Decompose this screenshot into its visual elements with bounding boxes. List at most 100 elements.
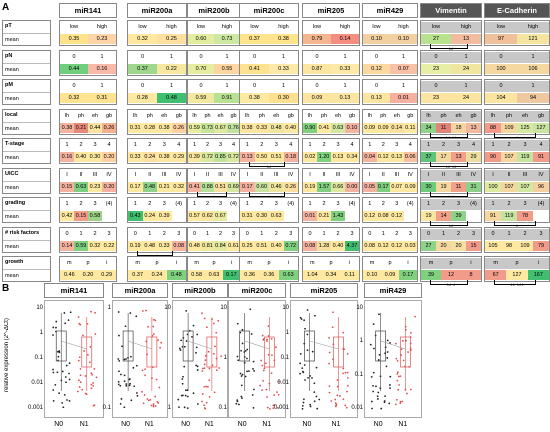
data-point (241, 397, 243, 400)
mean-value: 0.32 (88, 240, 102, 251)
data-point (253, 370, 256, 372)
data-point (207, 385, 209, 388)
category-label: 1 (225, 83, 229, 89)
mean-value: 0.23 (88, 181, 102, 192)
mean-value: 0.59 (188, 122, 201, 133)
mean-value: 0.20 (102, 181, 116, 192)
category-label: III (92, 171, 98, 178)
mean-value: 0.36 (240, 270, 260, 280)
row-title: pT (5, 23, 12, 29)
data-point (196, 365, 199, 368)
data-point (270, 372, 273, 375)
category-label: 3 (274, 201, 278, 207)
data-point (345, 406, 348, 409)
category-label: 3 (274, 142, 278, 148)
data-point (52, 368, 54, 371)
data-point (204, 407, 207, 410)
y-axis-label: relative expression (2^-ΔCt) (4, 318, 10, 392)
row-title: # risk factors (5, 229, 40, 236)
mean-value: 0.08 (303, 240, 317, 251)
category-label: 3 (218, 142, 223, 148)
data-point (117, 358, 120, 360)
data-point (125, 358, 127, 360)
mean-value: 23 (421, 63, 451, 74)
data-point (238, 403, 240, 406)
row-label: local mean (2, 108, 51, 135)
mean-value: 0.87 (303, 63, 331, 74)
mean-value: 0.63 (205, 270, 223, 280)
data-point (311, 377, 313, 379)
category-label: 2 (501, 199, 517, 210)
data-point (372, 384, 374, 387)
data-point (395, 398, 398, 401)
mean-value: 0.60 (188, 34, 214, 44)
table-row: UICC mean I 0.15 II 0.63 III 0.23 IV 0.20 I 0.17 II 0… (2, 167, 550, 202)
category-label: 1 (65, 201, 69, 207)
category-label: lh (64, 112, 70, 119)
category-label: 1 (451, 81, 481, 92)
category-label: 3 (336, 201, 340, 207)
category-label: 1 (281, 53, 286, 60)
cell-group: 0 0.32 1 0.31 (59, 79, 117, 105)
mean-value: 0.44 (88, 122, 102, 133)
row-label: T-stage mean (2, 138, 51, 164)
category-label: 2 (381, 142, 385, 148)
x-category-label: N1 (204, 421, 214, 428)
data-point (377, 359, 380, 361)
mean-value: 0.35 (60, 34, 88, 44)
category-label: 3 (218, 201, 223, 207)
data-point (313, 400, 316, 403)
data-point (273, 394, 276, 396)
mean-value: 0.37 (128, 270, 148, 280)
cell-group: I 30 II 19 III 11 IV 31 (420, 167, 482, 194)
data-point (336, 379, 339, 381)
data-point (135, 392, 138, 394)
data-point (180, 339, 183, 342)
mean-value: 0.51 (254, 240, 269, 251)
category-label: III (394, 171, 400, 178)
column-header-mir141: miR141 (59, 3, 117, 18)
row-label: growth mean (2, 256, 51, 282)
mean-value: 0.12 (390, 211, 404, 221)
mean-value: 0.40 (283, 122, 298, 133)
data-point (180, 394, 183, 397)
mean-value: 24 (451, 63, 481, 74)
data-point (250, 333, 253, 335)
data-point (395, 357, 398, 360)
data-point (178, 406, 180, 408)
data-point (58, 392, 61, 395)
cell-group: m 0.10 p 0.09 i 0.17 (362, 256, 418, 282)
data-point (155, 378, 158, 381)
data-point (300, 318, 303, 320)
category-label: 0 (65, 230, 69, 237)
category-label: i (407, 260, 409, 266)
mean-value: 0.30 (269, 93, 298, 103)
plot-marks (235, 308, 280, 410)
data-point (218, 367, 221, 369)
category-label: (4) (175, 201, 183, 207)
mean-value: 0.46 (269, 181, 284, 192)
x-category-label: N1 (79, 421, 89, 428)
data-point (142, 310, 144, 312)
cell-group: 1 0.31 2 0.30 3 0.63 (4) (239, 197, 299, 223)
mean-value: 0.09 (403, 181, 417, 192)
data-point (117, 380, 120, 383)
data-point (184, 389, 187, 392)
data-point (78, 356, 81, 359)
data-point (120, 398, 123, 400)
table-row: pN mean 0 0.44 1 0.16 0 0.37 1 0.22 0 0.70 1 0.55 0 0.4… (2, 49, 550, 77)
mean-value (466, 211, 481, 221)
row-mean-label: mean (5, 37, 19, 43)
cell-group: low 0.32 high 0.25 (127, 20, 187, 46)
category-label: eh (91, 112, 99, 119)
mean-value: 0.00 (345, 181, 359, 192)
mean-value: 0.07 (390, 181, 404, 192)
plot-title: miR429 (364, 283, 422, 298)
mean-value: 19 (421, 211, 436, 221)
mean-value: 0.06 (403, 152, 417, 162)
mean-value: 0.58 (88, 211, 102, 221)
mean-value: 11 (451, 181, 466, 192)
data-point (302, 398, 305, 401)
data-point (212, 352, 215, 355)
data-point (192, 324, 195, 327)
